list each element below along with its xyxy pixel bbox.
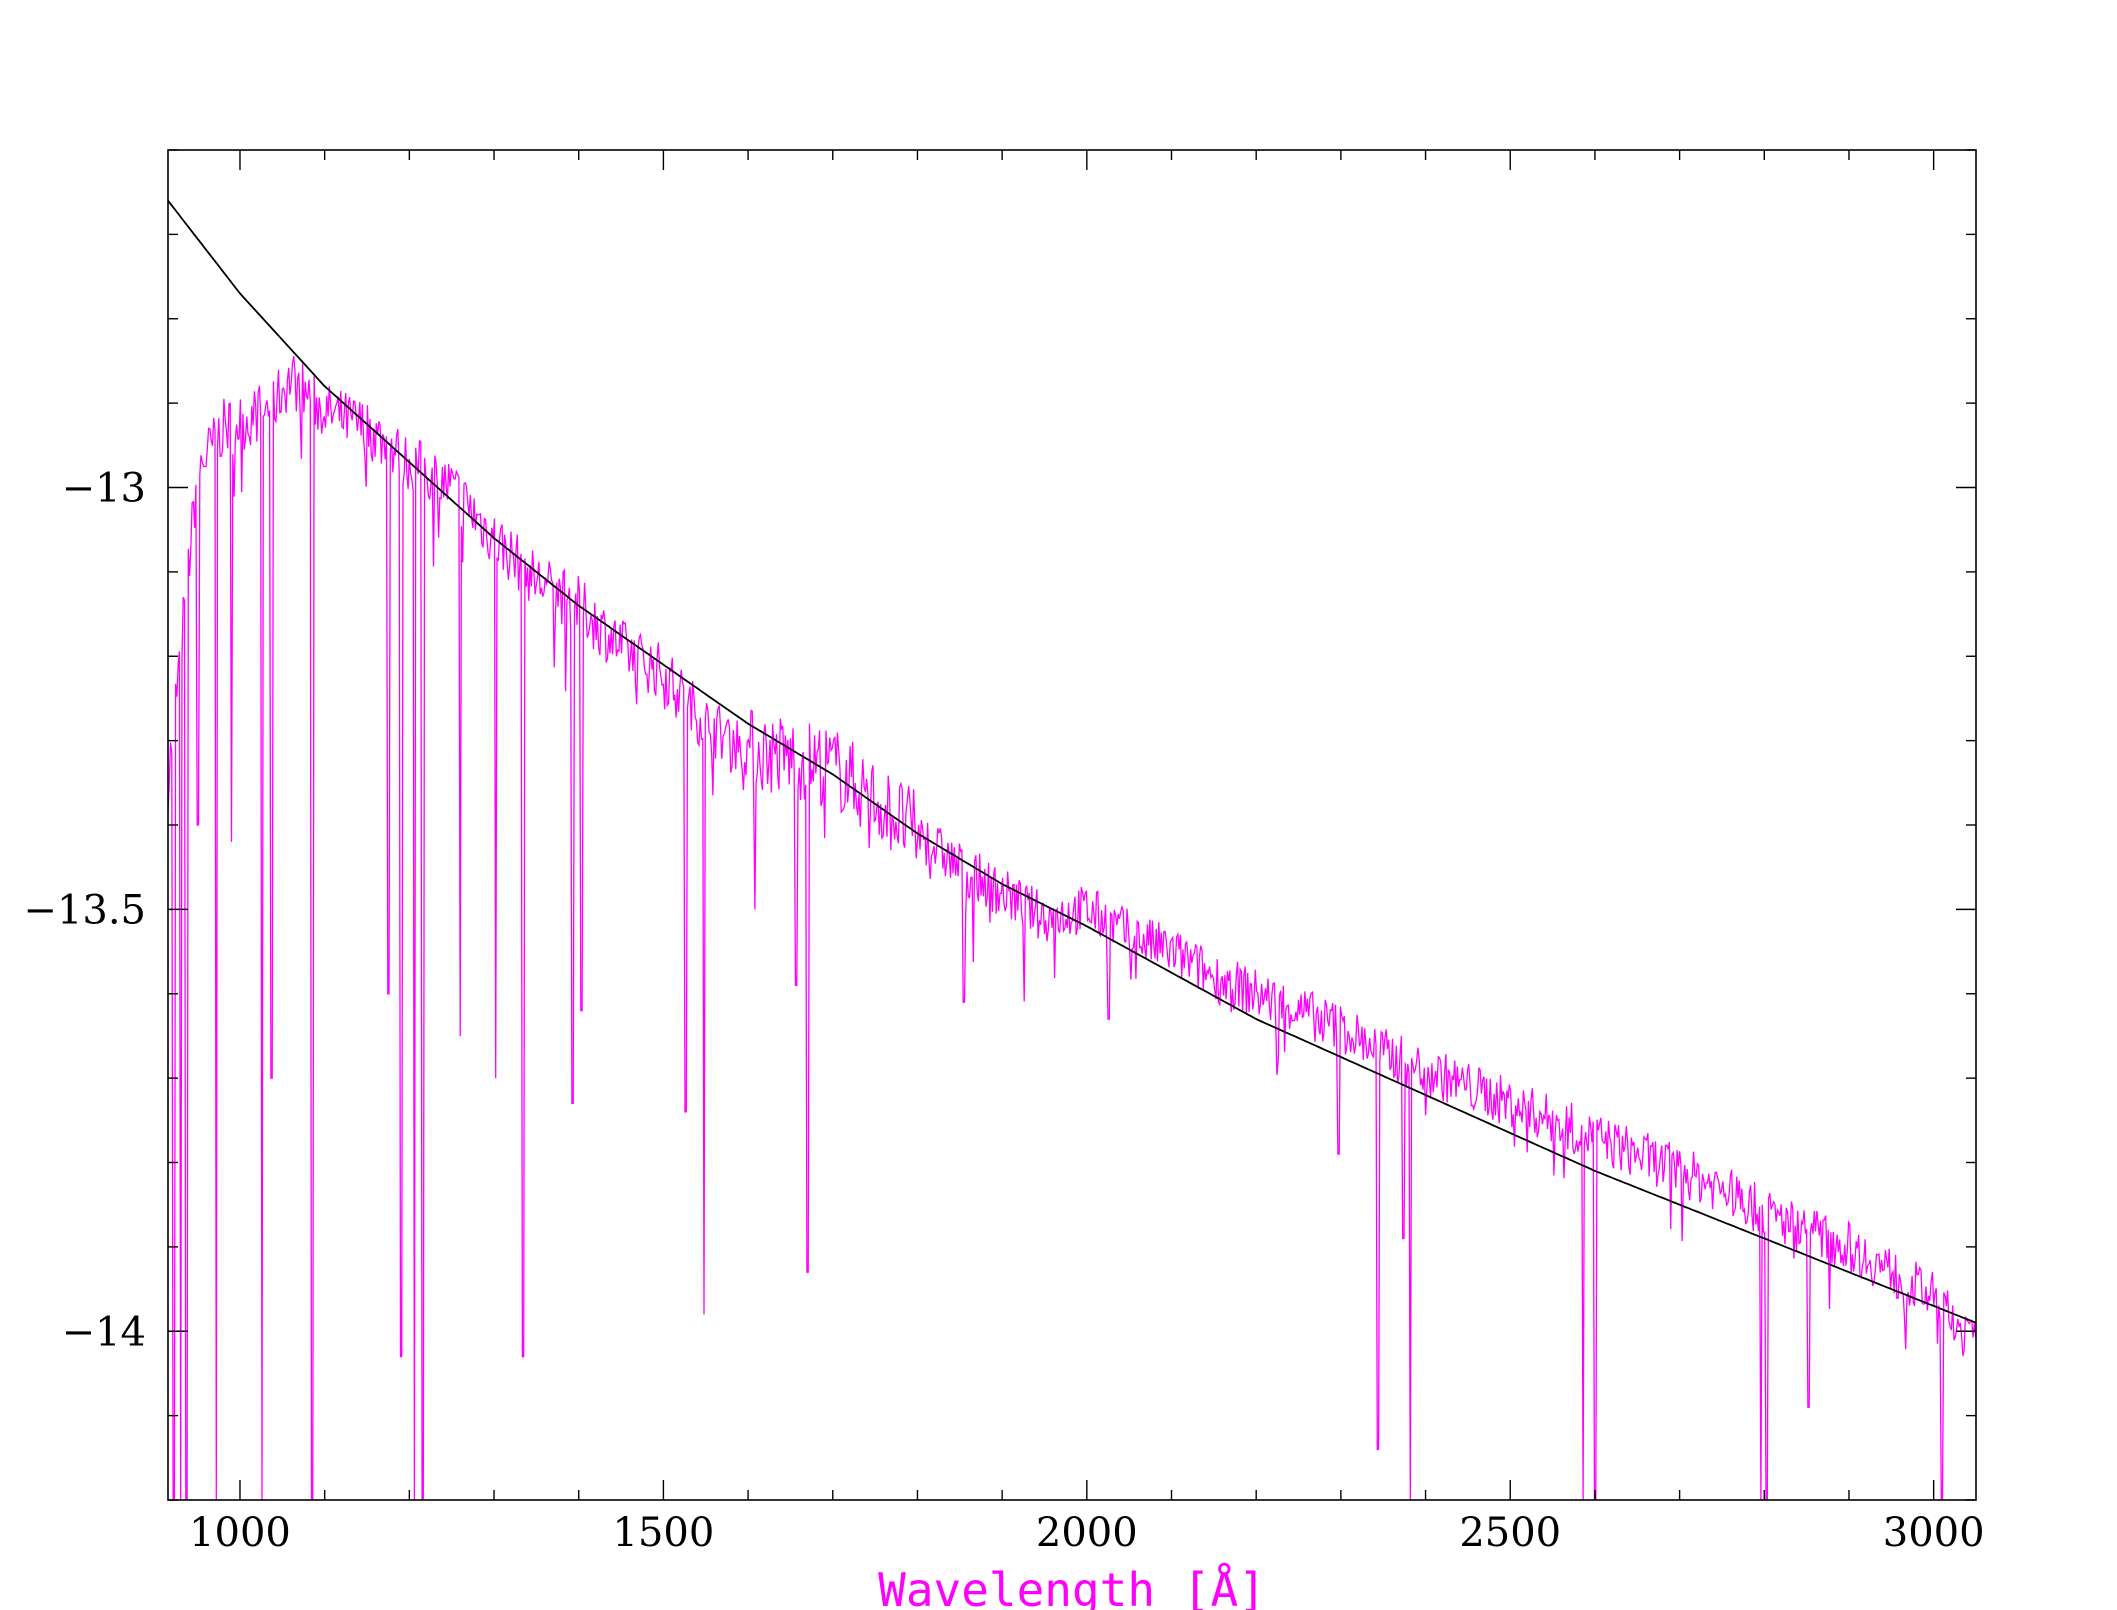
- plot-frame: [167, 149, 1977, 1501]
- x-tick-label: 2500: [1459, 1510, 1561, 1556]
- y-tick-label: −14: [62, 1309, 146, 1355]
- y-tick-label: −13.5: [23, 887, 146, 933]
- x-tick-label: 3000: [1883, 1510, 1985, 1556]
- y-tick-label: −13: [62, 466, 146, 512]
- x-axis-title: Wavelength [Å]: [878, 1563, 1266, 1610]
- x-tick-label: 1500: [613, 1510, 715, 1556]
- observed-spectrum-line: [168, 356, 1976, 1500]
- x-tick-label: 2000: [1036, 1510, 1138, 1556]
- model-continuum-line: [168, 200, 1976, 1324]
- x-tick-label: 1000: [189, 1510, 291, 1556]
